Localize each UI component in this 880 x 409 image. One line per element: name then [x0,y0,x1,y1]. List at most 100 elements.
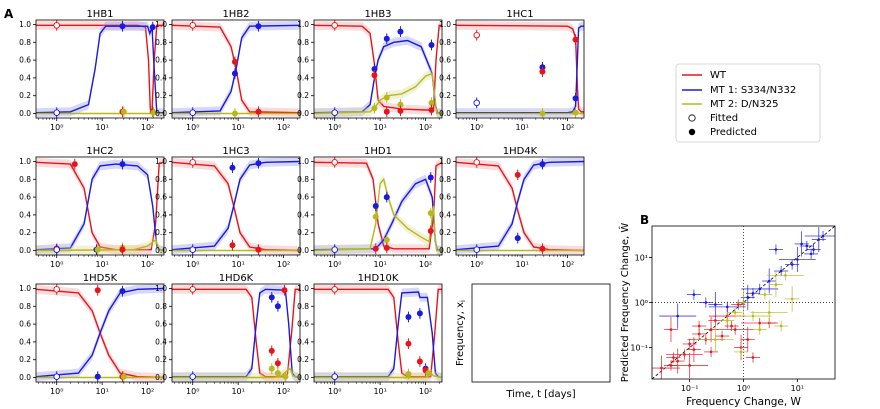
x-tick-label: 10¹ [373,123,386,132]
scatter-point-wt [736,303,740,306]
y-tick-label: 1.0 [439,20,451,29]
y-tick-label: 0.4 [439,210,451,219]
scatter-y-tick-label: 10⁰ [635,299,648,308]
panel-background [36,157,164,255]
y-tick-label: 1.0 [155,284,167,293]
curve-wt [456,24,584,113]
x-tick-label: 10¹ [373,387,386,396]
y-tick-label: 1.0 [439,157,451,166]
panel-plot-area [36,20,164,118]
scatter-point-mt-2-d-n325 [774,283,778,286]
legend-marker-fitted [688,114,696,122]
point-predicted-mt-1-s334-n332 [416,310,423,317]
point-predicted-wt [405,340,412,347]
x-tick-label: 10⁰ [470,260,483,269]
scatter-point-wt [751,356,755,359]
point-predicted-mt-1-s334-n332 [231,70,238,77]
y-tick-label: 0.2 [19,228,31,237]
x-tick-label: 10¹ [95,387,108,396]
scatter-point-mt-2-d-n325 [751,314,755,318]
y-tick-label: 1.0 [155,20,167,29]
panel-background [314,284,442,382]
scatter-x-tick-label: 10¹ [791,384,804,393]
scatter-point-wt [758,321,762,325]
scatter-point-mt-2-d-n325 [784,274,787,277]
empty-axes-ylabel-subscript: i [459,300,467,302]
scatter-point-mt-1-s334-n332 [821,234,825,238]
point-predicted-mt-2-d-n325 [405,370,412,377]
point-fitted-mt-1-s334-n332 [331,246,338,253]
scatter-point-wt [730,324,733,328]
scatter-point-mt-2-d-n325 [767,311,771,314]
point-predicted-wt [71,161,78,168]
panel-title: 1HD5K [83,273,118,284]
scatter-point-mt-1-s334-n332 [758,287,762,291]
point-predicted-mt-1-s334-n332 [119,23,126,30]
panel-1hd10k: 1HD10K 0.0 0.2 0.4 0.6 0.8 1.0 10⁰ 10¹ 10² [297,273,443,396]
scatter-point-wt [720,334,724,338]
legend-label-predicted: Predicted [710,127,757,138]
point-predicted-wt [383,244,390,251]
point-predicted-wt [255,246,262,253]
y-tick-label: 0.6 [19,320,31,329]
scatter-point-mt-1-s334-n332 [774,248,778,251]
y-tick-label: 0.8 [155,38,167,47]
band-mt-1-s334-n332 [172,157,300,255]
x-tick-label: 10² [277,123,290,132]
y-tick-label: 1.0 [155,157,167,166]
scatter-point-wt [669,328,673,331]
curve-mt-1-s334-n332 [36,163,164,252]
scatter-point-mt-1-s334-n332 [692,293,696,296]
panel-b-label: B [640,213,649,227]
scatter-ylabel: Predicted Frequency Change, Ŵ [618,223,631,383]
panel-1hc2: 1HC2 0.0 0.2 0.4 0.6 0.8 1.0 10⁰ 10¹ 10² [19,146,165,269]
curve-wt [36,161,164,251]
empty-axes-xlabel: Time, t [days] [505,389,575,400]
point-predicted-mt-2-d-n325 [231,110,238,117]
panel-plot-area [456,157,584,255]
legend-marker-predicted [688,128,696,136]
scatter-point-mt-1-s334-n332 [746,296,750,299]
point-predicted-mt-1-s334-n332 [371,66,378,72]
point-predicted-mt-1-s334-n332 [229,164,236,171]
point-predicted-mt-1-s334-n332 [514,235,521,242]
point-predicted-wt [383,108,390,115]
point-predicted-wt [274,360,281,367]
scatter-point-mt-2-d-n325 [739,350,743,354]
scatter-y-tick-label: 10¹ [635,253,648,262]
point-predicted-wt [572,36,579,43]
x-tick-label: 10² [277,387,290,396]
y-tick-label: 0.4 [19,210,31,219]
point-fitted-wt [189,159,196,166]
band-mt-1-s334-n332 [314,174,442,255]
panel-title: 1HB2 [222,9,249,20]
x-tick-label: 10⁰ [186,387,199,396]
y-tick-label: 0.0 [439,109,451,118]
y-tick-label: 0.4 [19,73,31,82]
band-wt [172,157,300,255]
legend-frame [675,63,821,143]
y-tick-label: 0.6 [297,193,309,202]
y-tick-label: 0.6 [439,56,451,65]
y-tick-label: 0.2 [155,355,167,364]
point-fitted-wt [331,159,338,166]
panel-1hd6k: 1HD6K 0.0 0.2 0.4 0.6 0.8 1.0 10⁰ 10¹ 10² [155,273,301,396]
y-tick-label: 1.0 [19,20,31,29]
y-tick-label: 0.2 [19,355,31,364]
point-predicted-mt-2-d-n325 [383,236,390,243]
point-predicted-mt-1-s334-n332 [255,160,262,167]
point-predicted-wt [255,108,262,115]
point-predicted-mt-2-d-n325 [372,213,379,220]
panel-1hd1: 1HD1 0.0 0.2 0.4 0.6 0.8 1.0 10⁰ 10¹ 10² [297,146,443,269]
curve-mt-1-s334-n332 [456,25,584,114]
panel-plot-area [36,157,164,255]
y-tick-label: 0.0 [19,109,31,118]
point-fitted-wt [189,22,196,29]
x-tick-label: 10² [277,260,290,269]
point-predicted-wt [94,287,101,294]
point-predicted-wt [416,358,423,365]
point-predicted-mt-1-s334-n332 [539,161,546,168]
panel-1hb2: 1HB2 0.0 0.2 0.4 0.6 0.8 1.0 10⁰ 10¹ 10² [155,9,301,132]
scatter-point-mt-2-d-n325 [758,328,762,331]
y-tick-label: 0.8 [155,175,167,184]
